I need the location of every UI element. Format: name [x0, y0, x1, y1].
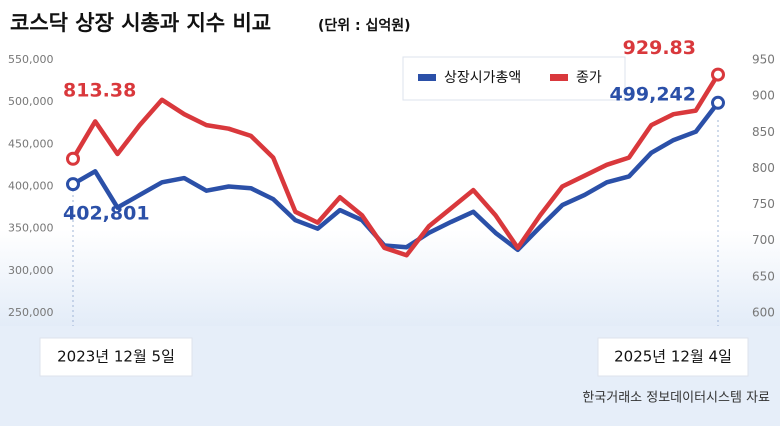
legend-box [402, 56, 626, 101]
legend-swatch [550, 74, 568, 81]
y-tick-label: 400,000 [8, 180, 54, 193]
legend-label: 종가 [576, 70, 602, 86]
y2-tick-label: 800 [752, 161, 775, 175]
end-marker [66, 151, 80, 166]
date-box [597, 337, 749, 377]
value-label: 929.83 [623, 37, 696, 59]
y2-tick-label: 850 [752, 125, 775, 139]
y2-tick-label: 700 [752, 233, 775, 247]
x-tick-label: 2023년 12월 5일 [57, 348, 175, 366]
series-line [71, 101, 720, 253]
chart-subtitle: (단위 : 십억원) [318, 17, 411, 34]
legend-swatch [418, 74, 436, 81]
y-tick-label: 550,000 [8, 53, 54, 66]
x-tick-label: 2025년 12월 4일 [614, 348, 732, 366]
y-tick-label: 300,000 [8, 264, 54, 277]
end-marker [711, 95, 725, 110]
y-tick-label: 500,000 [8, 95, 54, 108]
end-marker [66, 177, 80, 192]
series-line [71, 73, 720, 258]
y-tick-label: 450,000 [8, 137, 54, 150]
end-marker [711, 67, 725, 82]
source: 한국거래소 정보데이터시스템 자료 [582, 391, 770, 406]
value-label: 813.38 [63, 79, 136, 101]
legend-label: 상장시가총액 [444, 70, 521, 86]
y2-tick-label: 750 [752, 197, 775, 211]
y2-tick-label: 650 [752, 269, 775, 283]
value-label: 499,242 [609, 83, 696, 105]
y-tick-label: 250,000 [8, 306, 54, 319]
value-label: 402,801 [63, 203, 150, 225]
chart-title: 코스닥 상장 시총과 지수 비교 [10, 11, 271, 35]
y2-tick-label: 600 [752, 306, 775, 320]
y2-tick-label: 900 [752, 89, 775, 103]
y-tick-label: 350,000 [8, 222, 54, 235]
date-box [39, 337, 193, 377]
y2-tick-label: 950 [752, 53, 775, 67]
